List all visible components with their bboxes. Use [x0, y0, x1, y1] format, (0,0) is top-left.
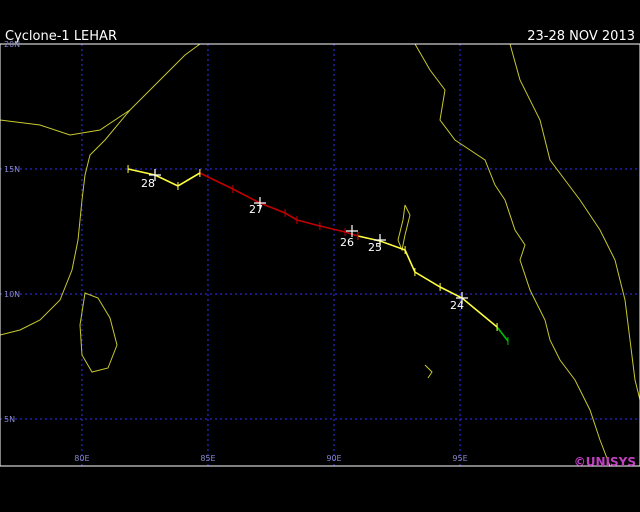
title: Cyclone-1 LEHAR: [5, 29, 117, 44]
coast-myanmar: [414, 43, 611, 467]
x-tick-label: 80E: [74, 454, 89, 463]
nicobar: [424, 364, 433, 379]
track-segment: [127, 168, 201, 187]
andaman: [397, 204, 411, 252]
cross: [456, 292, 468, 304]
date: 23-28 NOV 2013: [527, 29, 635, 44]
cross: [346, 225, 358, 237]
day-label: 26: [340, 236, 354, 249]
coastlines: [0, 43, 640, 467]
track-segment: [496, 326, 509, 342]
x-tick-label: 85E: [200, 454, 215, 463]
y-tick-label: 20N: [4, 40, 20, 49]
frame: [0, 43, 640, 467]
y-tick-label: 5N: [4, 415, 15, 424]
coast-india-east: [0, 109, 131, 336]
credit: ©UNISYS: [574, 455, 636, 469]
cross: [254, 197, 266, 209]
cross: [149, 169, 161, 181]
y-tick-label: 10N: [4, 290, 20, 299]
sri-lanka: [79, 292, 118, 373]
y-tick-label: 15N: [4, 165, 20, 174]
track-segment: [199, 172, 359, 237]
day-label: 24: [450, 299, 464, 312]
day-label: 25: [368, 241, 382, 254]
coast-india: [0, 43, 201, 136]
cross: [374, 234, 386, 246]
coast-east: [509, 43, 640, 401]
position-crosses: [149, 169, 468, 304]
x-tick-label: 95E: [452, 454, 467, 463]
day-label: 28: [141, 177, 155, 190]
day-label: 27: [249, 203, 263, 216]
x-tick-label: 90E: [326, 454, 341, 463]
